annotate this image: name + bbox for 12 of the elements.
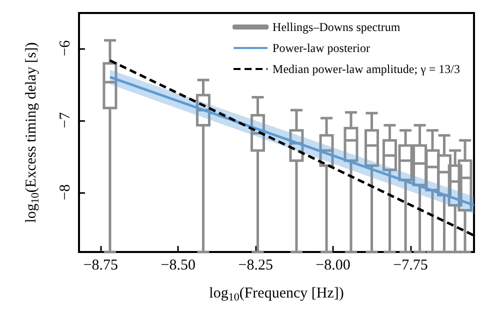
x-tick-label: −8.75 — [83, 258, 118, 274]
legend-label: Power-law posterior — [272, 41, 370, 55]
y-tick-label: −6 — [58, 40, 74, 56]
legend-label: Median power-law amplitude; γ = 13/3 — [272, 62, 460, 76]
y-axis-title: log10(Excess timing delay [s]) — [24, 42, 42, 223]
y-tick-label: −7 — [58, 112, 74, 128]
x-tick-label: −8.50 — [160, 258, 196, 274]
x-tick-label: −8.00 — [316, 258, 350, 274]
x-tick-label: −7.75 — [393, 258, 428, 274]
y-tick-label: −8 — [58, 184, 74, 200]
legend-label: Hellings–Downs spectrum — [272, 20, 401, 34]
x-tick-label: −8.25 — [238, 258, 273, 274]
